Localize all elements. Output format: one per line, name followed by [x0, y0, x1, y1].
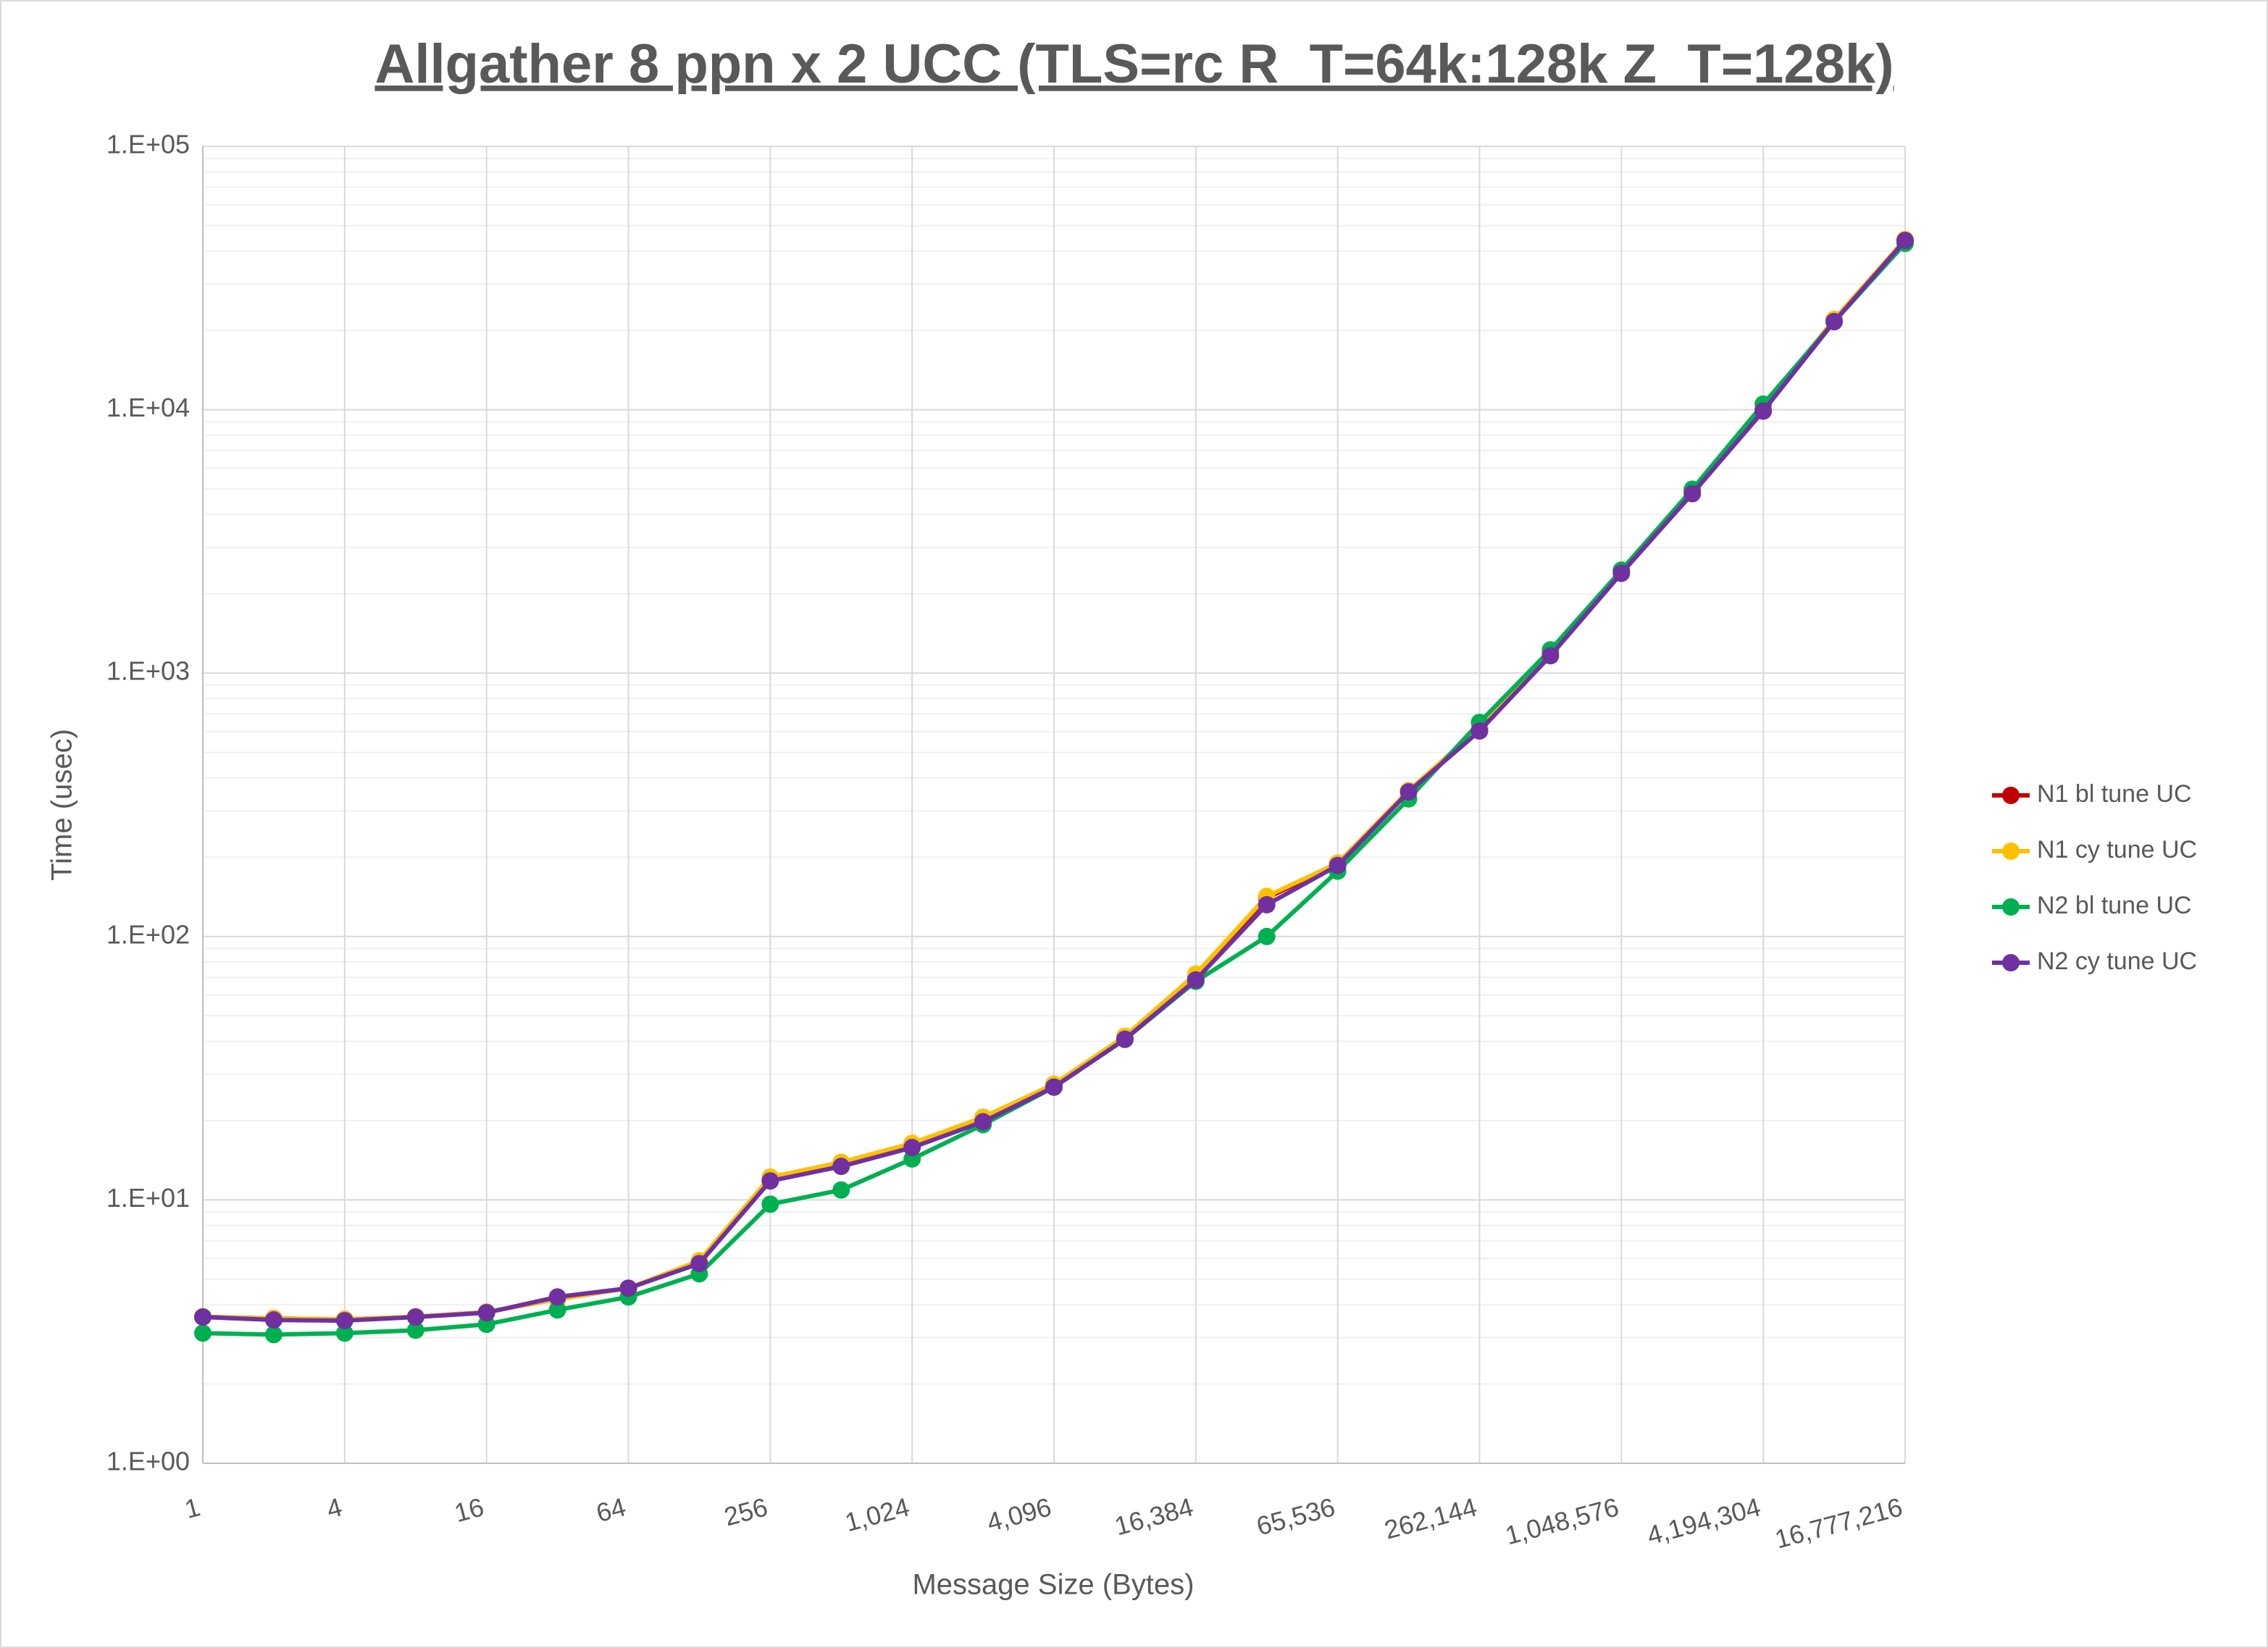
legend-marker [2002, 842, 2020, 860]
legend-label: N2 bl tune UC [2037, 892, 2192, 919]
y-tick-label: 1.E+01 [106, 1183, 190, 1213]
data-point [1612, 564, 1631, 582]
data-point [1116, 1030, 1134, 1048]
legend-label: N1 bl tune UC [2037, 780, 2192, 808]
data-point [761, 1172, 779, 1190]
data-point [1328, 856, 1347, 874]
data-point [903, 1139, 921, 1157]
data-point [194, 1308, 212, 1326]
y-axis-label: Time (usec) [46, 729, 78, 881]
data-point [761, 1195, 779, 1213]
data-point [548, 1301, 566, 1319]
data-point [335, 1312, 353, 1330]
chart-title: Allgather 8 ppn x 2 UCC (TLS=rc R_T=64k:… [374, 33, 1894, 95]
data-point [1683, 485, 1702, 503]
y-tick-label: 1.E+00 [106, 1447, 190, 1476]
x-axis-label: Message Size (Bytes) [912, 1569, 1194, 1601]
data-point [1754, 402, 1773, 420]
legend-marker [2002, 787, 2020, 804]
data-point [1541, 647, 1560, 665]
data-point [619, 1279, 637, 1297]
legend-label: N1 cy tune UC [2037, 836, 2197, 863]
data-point [406, 1321, 424, 1339]
data-point [1896, 231, 1914, 249]
data-point [1399, 783, 1418, 801]
data-point [335, 1324, 353, 1342]
data-point [194, 1324, 212, 1342]
data-point [832, 1158, 850, 1176]
legend-label: N2 cy tune UC [2037, 948, 2197, 975]
data-point [264, 1311, 283, 1329]
data-point [1258, 895, 1276, 913]
data-point [1187, 971, 1205, 989]
data-point [1825, 312, 1844, 330]
legend-marker [2002, 954, 2020, 971]
y-tick-label: 1.E+04 [106, 393, 190, 422]
data-point [1470, 722, 1489, 740]
data-point [832, 1181, 850, 1199]
data-point [1045, 1078, 1063, 1096]
legend-marker [2002, 898, 2020, 916]
y-tick-label: 1.E+03 [106, 656, 190, 686]
data-point [548, 1288, 566, 1306]
y-tick-label: 1.E+02 [106, 919, 190, 949]
data-point [1258, 927, 1276, 945]
data-point [690, 1255, 708, 1273]
data-point [974, 1113, 992, 1131]
data-point [477, 1304, 495, 1322]
data-point [264, 1326, 283, 1344]
data-point [406, 1308, 424, 1326]
y-tick-label: 1.E+05 [106, 130, 190, 159]
